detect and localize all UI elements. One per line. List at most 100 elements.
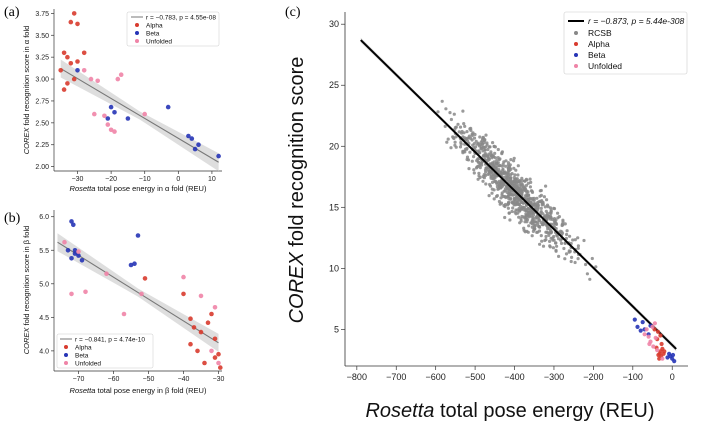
y-tick-label: 2.75 [35, 98, 49, 105]
rcsb-point [508, 173, 513, 177]
rcsb-point [495, 162, 499, 166]
alpha-point [61, 87, 67, 92]
alpha-point [65, 54, 70, 60]
beta-point [75, 68, 80, 73]
unfolded-point [181, 274, 186, 280]
y-tick-label: 15 [329, 202, 339, 212]
y-tick-label: 3.00 [35, 77, 49, 84]
rcsb-point [462, 122, 466, 126]
panel-a-x-axis-label: Rosetta total pose energy in α fold (REU… [70, 184, 207, 193]
panel-b-legend: r = −0.841, p = 4.74e-10 Alpha Beta Unfo… [56, 333, 154, 369]
panel-b-x-ticks: −70 −60 −50 −40 −30 [73, 371, 225, 383]
unfolded-point [105, 122, 111, 127]
panel-a-legend-beta-label: Beta [146, 31, 160, 38]
rcsb-point [476, 164, 480, 168]
rcsb-point [511, 183, 516, 187]
rcsb-point [453, 126, 457, 130]
rcsb-point [496, 164, 500, 168]
rcsb-point [538, 189, 542, 193]
rcsb-point [513, 173, 517, 177]
beta-point [71, 222, 76, 228]
rcsb-point [470, 159, 474, 163]
unfolded-point [655, 348, 660, 353]
x-tick-label: −400 [504, 372, 524, 382]
rcsb-point [440, 99, 444, 103]
panel-c-x-axis-label: Rosetta total pose energy (REU) [365, 400, 654, 422]
panel-b-legend-alpha-label: Alpha [75, 345, 92, 352]
rcsb-point [520, 176, 524, 180]
rcsb-point [490, 191, 494, 195]
rcsb-point [576, 257, 580, 261]
rcsb-point [463, 150, 467, 154]
unfolded-point [212, 305, 218, 310]
rcsb-point [568, 234, 572, 238]
rcsb-point [533, 220, 538, 224]
unfolded-point [62, 239, 67, 245]
rcsb-point [544, 234, 548, 239]
rcsb-point [458, 145, 463, 149]
panel-a: (a) −30 −20 −10 0 10 2.00 2.25 2.50 2.75 3.00 3.2… [4, 5, 222, 193]
rcsb-point [470, 138, 474, 142]
panel-b-y-ticks: 4.0 4.5 5.0 5.5 6.0 [39, 214, 54, 355]
panel-a-y-axis-label: COREX fold recognition score in α fold [22, 26, 31, 155]
unfolded-point [104, 271, 109, 277]
rcsb-point [449, 146, 453, 150]
unfolded-point [142, 111, 147, 117]
rcsb-point [484, 133, 488, 137]
rcsb-point [493, 156, 497, 160]
rcsb-point [518, 209, 522, 213]
unfolded-point [102, 113, 107, 119]
panel-b-label: (b) [4, 211, 21, 226]
rcsb-point [511, 206, 515, 210]
rcsb-point [468, 127, 472, 131]
y-tick-label: 5.0 [39, 281, 49, 288]
beta-point [108, 104, 114, 110]
x-tick-label: −100 [623, 372, 643, 382]
rcsb-point [456, 122, 460, 126]
rcsb-point [540, 239, 544, 243]
panel-b-x-axis-label: Rosetta total pose energy in β fold (REU… [70, 386, 207, 395]
rcsb-point [493, 151, 497, 155]
y-tick-label: 4.5 [39, 315, 49, 322]
rcsb-point [515, 202, 520, 206]
unfolded-point [69, 291, 74, 297]
panel-b-fit-line [57, 241, 219, 344]
rcsb-point [515, 196, 519, 200]
alpha-point [195, 348, 200, 354]
alpha-point [212, 336, 218, 342]
rcsb-point [544, 215, 548, 219]
rcsb-point [492, 177, 496, 181]
rcsb-point [499, 170, 503, 174]
alpha-point [205, 320, 211, 326]
y-tick-label: 2.25 [35, 142, 49, 149]
rcsb-point [528, 185, 533, 189]
beta-point [69, 255, 74, 261]
rcsb-point [511, 159, 516, 163]
rcsb-point [489, 154, 494, 158]
rcsb-point [514, 208, 518, 212]
rcsb-point [544, 209, 548, 213]
rcsb-point [554, 249, 558, 253]
panel-b-y-axis-label: COREX fold recognition score in β fold [22, 226, 31, 355]
rcsb-point [557, 254, 561, 258]
panel-c-legend-beta-swatch [574, 53, 578, 57]
rcsb-point [465, 130, 469, 134]
panel-a-points [58, 11, 221, 159]
rcsb-point [510, 180, 514, 184]
rcsb-point [528, 200, 532, 204]
rcsb-point [517, 186, 521, 190]
unfolded-point [115, 76, 121, 82]
rcsb-point [524, 217, 528, 221]
rcsb-point [463, 136, 467, 140]
y-tick-label: 3.50 [35, 33, 49, 40]
y-tick-label: 2.00 [35, 164, 49, 171]
rcsb-point [481, 179, 485, 183]
rcsb-point [507, 211, 511, 215]
y-tick-label: 3.75 [35, 11, 49, 18]
alpha-point [71, 11, 77, 16]
beta-point [189, 136, 195, 141]
rcsb-point [548, 244, 552, 248]
unfolded-point [653, 335, 658, 340]
rcsb-point [459, 142, 463, 146]
alpha-point [658, 333, 663, 338]
